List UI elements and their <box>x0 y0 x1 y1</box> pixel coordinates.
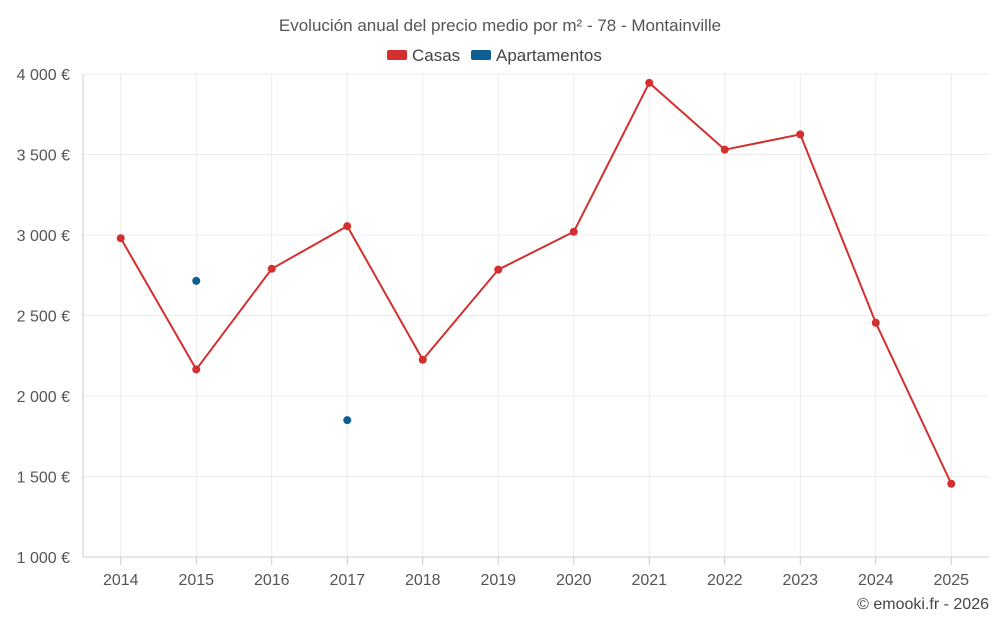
x-tick-label: 2016 <box>254 572 290 589</box>
x-tick-label: 2022 <box>707 572 743 589</box>
legend-item-apartamentos[interactable]: Apartamentos <box>471 46 602 65</box>
data-point-apartamentos[interactable] <box>192 276 201 285</box>
legend-swatch-casas <box>387 50 407 60</box>
x-tick-label: 2021 <box>631 572 667 589</box>
y-tick-label: 2 500 € <box>17 309 70 326</box>
x-tick-label: 2015 <box>178 572 214 589</box>
x-tick-label: 2014 <box>103 572 139 589</box>
series-apartamentos <box>192 276 352 425</box>
x-axis: 2014 2015 2016 2017 2018 2019 2020 2021 2022 2023… <box>83 556 989 589</box>
series-casas <box>116 78 956 488</box>
data-point-casas[interactable] <box>343 222 352 231</box>
data-point-casas[interactable] <box>720 145 729 154</box>
x-tick-label: 2023 <box>782 572 818 589</box>
x-tick-label: 2017 <box>329 572 365 589</box>
legend: Casas Apartamentos <box>387 46 602 65</box>
y-tick-label: 1 000 € <box>17 550 70 567</box>
data-point-casas[interactable] <box>871 318 880 327</box>
legend-item-casas[interactable]: Casas <box>387 46 460 65</box>
x-tick-label: 2019 <box>480 572 516 589</box>
credit: © emooki.fr - 2026 <box>857 596 989 613</box>
y-tick-label: 4 000 € <box>17 67 70 84</box>
y-axis: 1 000 € 1 500 € 2 000 € 2 500 € 3 000 € 3 500… <box>17 67 84 567</box>
data-point-casas[interactable] <box>494 265 503 274</box>
x-tick-label: 2025 <box>933 572 969 589</box>
y-tick-label: 2 000 € <box>17 389 70 406</box>
series-line-casas <box>119 81 953 485</box>
data-point-casas[interactable] <box>569 227 578 236</box>
data-point-casas[interactable] <box>796 130 805 139</box>
y-tick-label: 1 500 € <box>17 470 70 487</box>
data-point-casas[interactable] <box>645 78 654 87</box>
legend-label-casas: Casas <box>412 46 460 65</box>
grid <box>83 73 989 557</box>
data-point-casas[interactable] <box>418 355 427 364</box>
legend-swatch-apartamentos <box>471 50 491 60</box>
data-point-casas[interactable] <box>947 479 956 488</box>
series-layer <box>116 78 956 488</box>
data-point-casas[interactable] <box>116 234 125 243</box>
x-tick-label: 2018 <box>405 572 441 589</box>
x-tick-label: 2020 <box>556 572 592 589</box>
data-point-casas[interactable] <box>192 365 201 374</box>
y-tick-label: 3 000 € <box>17 228 70 245</box>
legend-label-apartamentos: Apartamentos <box>496 46 602 65</box>
data-point-apartamentos[interactable] <box>343 416 352 425</box>
x-tick-label: 2024 <box>858 572 894 589</box>
data-point-casas[interactable] <box>267 264 276 273</box>
chart-title: Evolución anual del precio medio por m² … <box>279 16 721 35</box>
y-tick-label: 3 500 € <box>17 148 70 165</box>
